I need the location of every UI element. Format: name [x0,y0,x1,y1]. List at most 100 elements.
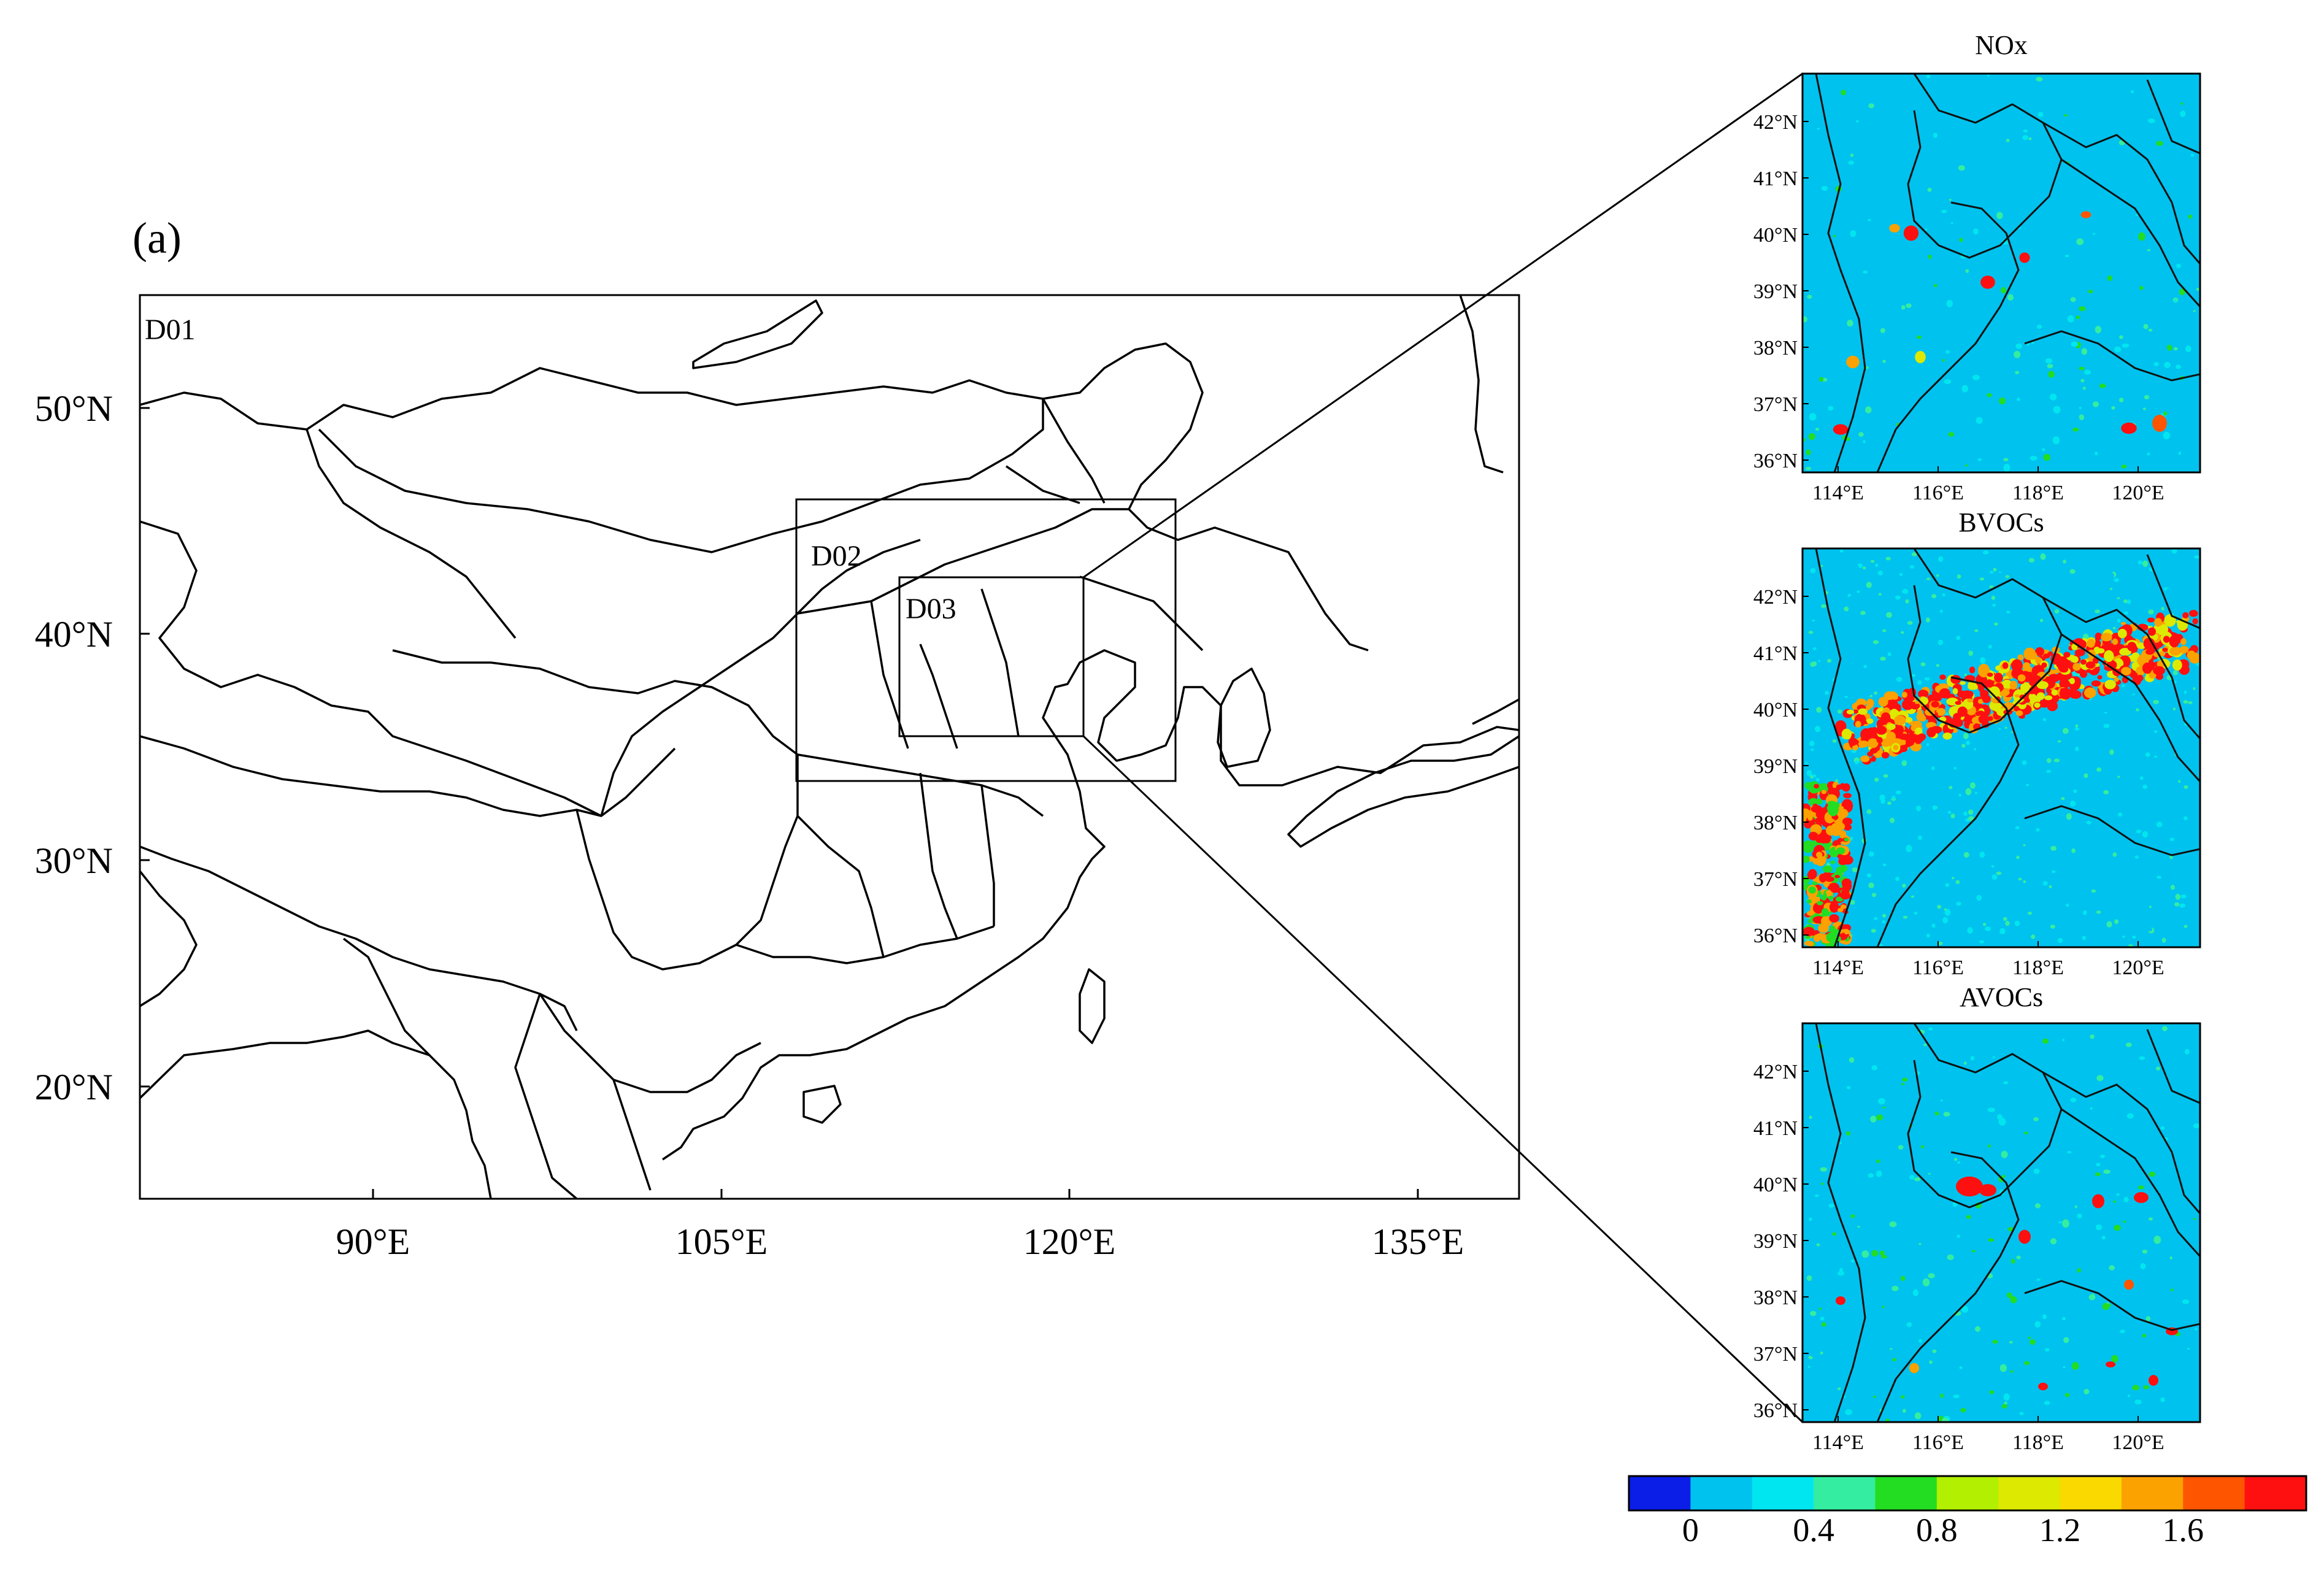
emission-cell [1881,589,1886,594]
emission-cell [1899,739,1907,745]
emission-cell [1979,577,1985,581]
emission-cell [2042,1038,2049,1044]
emission-cell [2070,833,2075,837]
emission-cell [1942,593,1945,597]
lat-tick-label: 30°N [35,840,113,881]
emission-cell [2114,677,2119,682]
emission-cell [2187,1347,2190,1350]
emission-cell [2012,626,2017,631]
emission-cell [2189,937,2195,943]
emission-cell [1959,1366,1963,1369]
emission-cell [2180,894,2187,899]
emission-cell [1963,811,1968,816]
emission-cell [2017,674,2026,682]
emission-cell [2047,701,2058,712]
emission-cell [2060,749,2063,752]
emission-cell [2161,1026,2168,1031]
colorbar-cell [2244,1476,2307,1510]
emission-cell [2189,635,2195,640]
emission-cell [1902,1077,1908,1082]
inset-lat-tick-label: 37°N [1753,1343,1798,1366]
emission-cell [2180,933,2187,937]
emission-cell [1874,806,1877,809]
emission-cell [1960,681,1966,685]
emission-cell [1944,890,1948,894]
emission-cell [2054,609,2060,614]
emission-cell [1855,721,1861,728]
emission-cell [2114,919,2119,925]
emission-cell [2121,906,2126,911]
emission-cell [2136,708,2139,712]
emission-cell [2053,758,2060,763]
emission-cell [2169,635,2180,648]
emission-cell [2022,760,2027,766]
emission-cell [2061,797,2065,801]
emission-cell [2109,588,2113,590]
emission-cell [2101,1236,2106,1240]
emission-cell [1939,609,1943,613]
emission-cell [1871,1250,1879,1257]
emission-cell [1832,766,1837,769]
emission-cell [2010,1259,2015,1264]
emission-cell [1994,622,1998,626]
emission-cell [1809,1217,1812,1221]
emission-cell [1807,1366,1810,1368]
emission-cell [1902,883,1906,888]
boundary-south-central [736,925,995,964]
emission-cell [2076,238,2084,245]
emission-cell [1863,270,1868,274]
emission-cell [2040,553,2046,560]
emission-cell [1869,851,1874,857]
emission-cell [2038,1382,2048,1391]
emission-cell [1821,1322,1826,1327]
emission-cell [1812,718,1815,723]
emission-cell [1860,755,1870,763]
emission-cell [1950,222,1954,224]
emission-cell [1852,576,1858,583]
emission-cell [1955,880,1960,885]
emission-cell [1900,631,1904,634]
emission-cell [1968,680,1977,690]
emission-cell [1928,1273,1935,1279]
emission-cell [1965,885,1970,888]
emission-cell [1807,815,1813,821]
emission-cell [2037,634,2041,639]
emission-cell [2142,785,2148,790]
emission-cell [2006,610,2010,613]
emission-cell [2113,1200,2116,1203]
emission-cell [2076,315,2080,320]
emission-cell [1882,920,1886,924]
emission-cell [1889,223,1900,233]
boundary-south-asia [140,870,652,1199]
emission-cell [2047,651,2053,656]
emission-cell [1932,1349,1937,1353]
emission-cell [1868,1173,1874,1178]
emission-cell [2196,288,2200,291]
emission-cell [2033,721,2039,728]
emission-cell [1931,594,1937,599]
emission-cell [1995,665,2002,671]
emission-cell [2049,885,2052,888]
emission-cell [1846,709,1855,715]
emission-cell [2121,422,2137,434]
emission-cell [2091,680,2101,687]
emission-cell [2149,906,2152,908]
emission-cell [2002,662,2009,669]
emission-cell [2080,659,2087,665]
emission-cell [2031,934,2036,939]
main-lat-ticks [140,407,150,1088]
inset-lat-tick-label: 41°N [1753,642,1798,665]
emission-cell [2058,1221,2062,1224]
emission-cell [1858,563,1861,566]
emission-cell [1944,909,1951,917]
emission-cell [2071,1362,2079,1370]
emission-cell [2016,1255,2021,1260]
emission-cell [2079,414,2084,421]
emission-cell [2131,652,2139,658]
emission-cell [2083,742,2088,747]
emission-cell [1820,1167,1828,1172]
colorbar-frame [1628,1475,2307,1512]
emission-cell [1949,785,1953,790]
emission-cell [1821,908,1829,917]
emission-cell [1857,1226,1861,1228]
